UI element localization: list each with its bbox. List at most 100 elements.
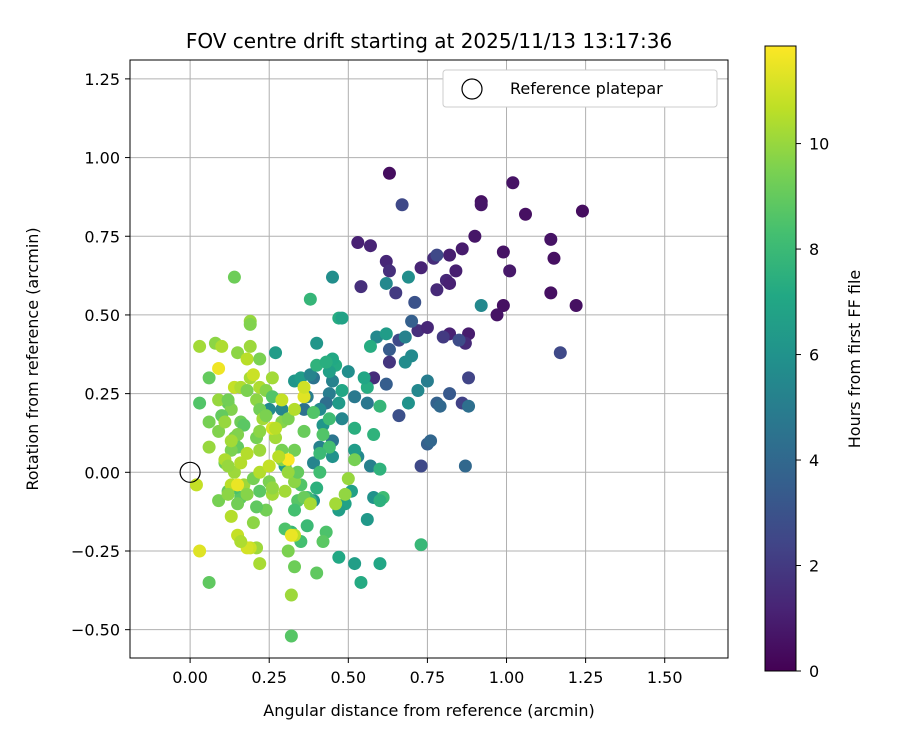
data-point xyxy=(221,459,235,473)
data-point xyxy=(212,361,226,375)
y-axis-label: Rotation from reference (arcmin) xyxy=(23,227,42,490)
x-tick-label: 0.25 xyxy=(251,668,287,687)
data-point xyxy=(284,528,298,542)
data-point xyxy=(373,399,387,413)
data-point xyxy=(468,229,482,243)
data-point xyxy=(348,421,362,435)
data-point xyxy=(503,264,517,278)
data-point xyxy=(379,276,393,290)
data-point xyxy=(389,286,403,300)
data-point xyxy=(414,538,428,552)
x-tick-label: 0.00 xyxy=(172,668,208,687)
data-point xyxy=(284,629,298,643)
data-point xyxy=(250,500,264,514)
data-point xyxy=(367,371,381,385)
data-point xyxy=(288,443,302,457)
reference-marker xyxy=(179,461,201,483)
data-point xyxy=(281,544,295,558)
gridlines xyxy=(130,60,728,658)
data-point xyxy=(193,544,207,558)
data-point xyxy=(490,308,504,322)
data-point xyxy=(414,459,428,473)
data-point xyxy=(443,248,457,262)
data-point xyxy=(405,314,419,328)
data-point xyxy=(313,465,327,479)
data-point xyxy=(310,481,324,495)
data-point xyxy=(240,487,254,501)
data-point xyxy=(253,424,267,438)
data-point xyxy=(297,380,311,394)
data-point xyxy=(325,270,339,284)
data-point xyxy=(275,402,289,416)
data-point xyxy=(335,412,349,426)
data-point xyxy=(221,393,235,407)
data-point xyxy=(411,383,425,397)
data-point xyxy=(234,535,248,549)
data-point xyxy=(569,298,583,312)
data-point xyxy=(212,393,226,407)
data-point xyxy=(234,456,248,470)
x-tick-label: 0.50 xyxy=(331,668,367,687)
colorbar-tick-label: 10 xyxy=(809,135,829,154)
data-point xyxy=(449,264,463,278)
data-point xyxy=(544,286,558,300)
x-axis-label: Angular distance from reference (arcmin) xyxy=(263,701,594,720)
data-point xyxy=(253,443,267,457)
reference-point xyxy=(179,461,201,483)
data-point xyxy=(212,494,226,508)
data-point xyxy=(281,465,295,479)
data-point xyxy=(379,327,393,341)
data-point xyxy=(253,352,267,366)
data-point xyxy=(348,453,362,467)
data-point xyxy=(496,245,510,259)
y-tick-label: 0.00 xyxy=(84,463,120,482)
data-point xyxy=(458,459,472,473)
data-point xyxy=(237,418,251,432)
data-point xyxy=(398,330,412,344)
data-point xyxy=(348,557,362,571)
data-point xyxy=(288,503,302,517)
data-point xyxy=(474,298,488,312)
data-point xyxy=(348,390,362,404)
data-point xyxy=(363,239,377,253)
data-point xyxy=(253,557,267,571)
data-point xyxy=(288,560,302,574)
x-tick-label: 1.50 xyxy=(647,668,683,687)
data-point xyxy=(265,371,279,385)
data-point xyxy=(430,283,444,297)
data-point xyxy=(335,383,349,397)
data-point xyxy=(316,428,330,442)
data-point xyxy=(392,409,406,423)
data-point xyxy=(414,261,428,275)
data-point xyxy=(291,465,305,479)
legend-box xyxy=(442,69,718,108)
data-point xyxy=(357,371,371,385)
data-point xyxy=(231,478,245,492)
colorbar: 0 2 4 6 8 10 Hours from first FF file xyxy=(764,45,864,681)
data-point xyxy=(227,270,241,284)
colorbar-tick-label: 0 xyxy=(809,662,819,681)
data-point xyxy=(348,443,362,457)
x-axis-ticks: 0.00 0.25 0.50 0.75 1.00 1.25 1.50 xyxy=(172,658,683,687)
data-point xyxy=(313,446,327,460)
data-point xyxy=(253,484,267,498)
data-point xyxy=(401,396,415,410)
data-point xyxy=(322,412,336,426)
data-point xyxy=(275,393,289,407)
colorbar-tick-label: 6 xyxy=(809,346,819,365)
data-point xyxy=(310,566,324,580)
data-point xyxy=(202,415,216,429)
data-point xyxy=(341,472,355,486)
data-point xyxy=(297,424,311,438)
y-tick-label: 0.25 xyxy=(84,385,120,404)
data-point xyxy=(420,321,434,335)
data-point xyxy=(300,519,314,533)
y-tick-label: 0.50 xyxy=(84,306,120,325)
colorbar-tick-label: 8 xyxy=(809,240,819,259)
data-point xyxy=(202,371,216,385)
colorbar-ticks: 0 2 4 6 8 10 xyxy=(796,135,829,681)
x-tick-label: 1.25 xyxy=(568,668,604,687)
y-tick-label: −0.25 xyxy=(71,542,120,561)
data-point xyxy=(519,207,533,221)
